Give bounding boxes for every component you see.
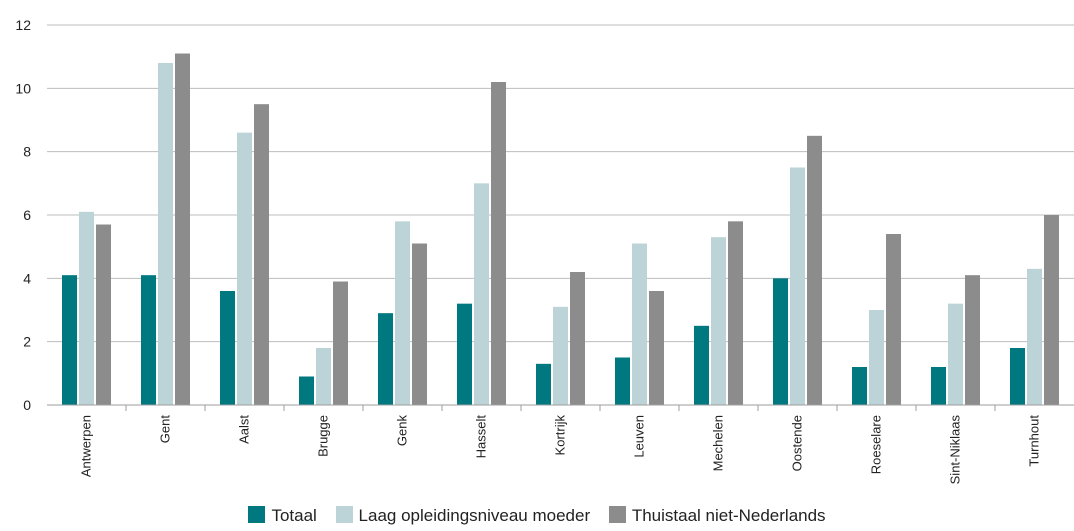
bar-totaal-antwerpen [62, 275, 77, 405]
x-tick-label-kortrijk: Kortrijk [553, 415, 568, 456]
bar-laag-opleidingsniveau-moeder-leuven [632, 243, 647, 405]
bar-laag-opleidingsniveau-moeder-oostende [790, 167, 805, 405]
bar-totaal-turnhout [1010, 348, 1025, 405]
bar-thuistaal-niet-nederlands-brugge [333, 281, 348, 405]
bars [62, 53, 1059, 406]
x-tick-label-gent: Gent [158, 415, 173, 444]
gridlines [47, 24, 1074, 343]
bar-thuistaal-niet-nederlands-leuven [649, 291, 664, 405]
bar-totaal-sint-niklaas [931, 367, 946, 405]
bar-thuistaal-niet-nederlands-oostende [807, 135, 822, 406]
legend-swatch-laag-opleidingsniveau-moeder [335, 506, 353, 523]
bar-totaal-aalst [220, 291, 235, 405]
bar-laag-opleidingsniveau-moeder-antwerpen [79, 211, 94, 405]
bar-totaal-brugge [299, 376, 314, 405]
bar-totaal-oostende [773, 278, 788, 405]
x-tick-label-antwerpen: Antwerpen [79, 415, 94, 477]
bar-thuistaal-niet-nederlands-sint-niklaas [965, 275, 980, 405]
bar-laag-opleidingsniveau-moeder-brugge [316, 348, 331, 405]
bar-laag-opleidingsniveau-moeder-mechelen [711, 237, 726, 405]
x-tick-label-turnhout: Turnhout [1027, 415, 1042, 467]
bar-thuistaal-niet-nederlands-gent [175, 53, 190, 405]
bar-thuistaal-niet-nederlands-aalst [254, 104, 269, 406]
bar-thuistaal-niet-nederlands-roeselare [886, 234, 901, 405]
y-tick-label-8: 8 [23, 144, 31, 160]
legend-label-thuistaal-niet-nederlands: Thuistaal niet-Nederlands [631, 506, 826, 525]
legend-swatch-thuistaal-niet-nederlands [608, 506, 626, 523]
bar-totaal-kortrijk [536, 363, 551, 405]
bar-totaal-hasselt [457, 303, 472, 405]
bar-totaal-mechelen [694, 325, 709, 405]
y-tick-label-6: 6 [23, 207, 31, 223]
legend-label-laag-opleidingsniveau-moeder: Laag opleidingsniveau moeder [358, 506, 591, 525]
bar-laag-opleidingsniveau-moeder-aalst [237, 132, 252, 405]
y-tick-label-0: 0 [23, 397, 31, 413]
x-tick-label-sint-niklaas: Sint-Niklaas [948, 415, 963, 485]
bar-laag-opleidingsniveau-moeder-sint-niklaas [948, 303, 963, 405]
bar-laag-opleidingsniveau-moeder-kortrijk [553, 306, 568, 405]
legend-swatch-totaal [248, 506, 266, 523]
x-tick-label-leuven: Leuven [632, 415, 647, 458]
x-tick-label-oostende: Oostende [790, 415, 805, 471]
bar-thuistaal-niet-nederlands-mechelen [728, 221, 743, 405]
x-tick-label-aalst: Aalst [237, 415, 252, 444]
bar-laag-opleidingsniveau-moeder-hasselt [474, 183, 489, 405]
bar-thuistaal-niet-nederlands-hasselt [491, 82, 506, 405]
legend: Totaal Laag opleidingsniveau moeder Thui… [0, 506, 1074, 526]
bar-chart: 0 2 4 6 8 10 12 Antwerpen Gent Aalst Brugge Genk Ha… [15, 17, 1074, 485]
y-tick-label-2: 2 [23, 334, 31, 350]
y-tick-label-4: 4 [23, 270, 31, 286]
y-tick-label-10: 10 [15, 80, 31, 96]
x-tick-label-genk: Genk [395, 415, 410, 447]
bar-thuistaal-niet-nederlands-turnhout [1044, 215, 1059, 405]
legend-item-thuistaal-niet-nederlands: Thuistaal niet-Nederlands [608, 506, 826, 526]
legend-item-laag-opleidingsniveau-moeder: Laag opleidingsniveau moeder [335, 506, 591, 526]
bar-laag-opleidingsniveau-moeder-gent [158, 63, 173, 405]
x-tick-label-mechelen: Mechelen [711, 415, 726, 471]
bar-totaal-roeselare [852, 367, 867, 405]
x-axis: Antwerpen Gent Aalst Brugge Genk Hasselt Kortr… [47, 404, 1074, 485]
bar-thuistaal-niet-nederlands-antwerpen [96, 224, 111, 405]
y-axis-ticks: 0 2 4 6 8 10 12 [15, 17, 31, 413]
x-tick-label-hasselt: Hasselt [474, 415, 489, 459]
legend-item-totaal: Totaal [248, 506, 317, 526]
bar-totaal-gent [141, 275, 156, 405]
bar-laag-opleidingsniveau-moeder-roeselare [869, 310, 884, 405]
bar-thuistaal-niet-nederlands-kortrijk [570, 272, 585, 405]
legend-label-totaal: Totaal [271, 506, 317, 525]
bar-laag-opleidingsniveau-moeder-genk [395, 221, 410, 405]
bar-thuistaal-niet-nederlands-genk [412, 243, 427, 405]
bar-totaal-leuven [615, 357, 630, 405]
bar-totaal-genk [378, 313, 393, 405]
bar-laag-opleidingsniveau-moeder-turnhout [1027, 268, 1042, 405]
y-tick-label-12: 12 [15, 17, 31, 33]
x-tick-label-roeselare: Roeselare [869, 415, 884, 474]
x-tick-label-brugge: Brugge [316, 415, 331, 457]
